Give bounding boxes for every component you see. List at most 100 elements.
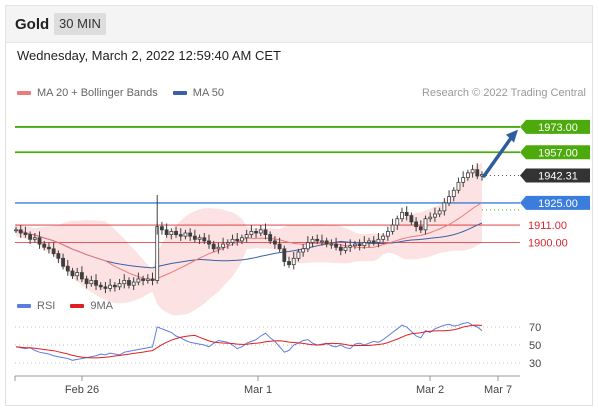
candle-body xyxy=(108,284,113,289)
candle-body xyxy=(254,231,258,234)
candle-body xyxy=(348,245,353,248)
candle-body xyxy=(329,243,334,246)
level-label-1973.00: 1973.00 xyxy=(538,122,578,134)
candle-body xyxy=(230,238,235,243)
candle-body xyxy=(75,272,80,277)
candle-body xyxy=(192,235,197,240)
candle-body xyxy=(414,221,419,228)
candle-body xyxy=(188,232,193,237)
legend-ma20-swatch xyxy=(17,91,31,95)
candle-body xyxy=(287,261,291,266)
level-label-1925.00: 1925.00 xyxy=(538,198,578,210)
legend-rsi: RSI xyxy=(17,300,55,312)
candle-body xyxy=(296,251,301,259)
timeframe-button[interactable]: 30 MIN xyxy=(54,13,106,35)
candle-body xyxy=(470,169,475,174)
candle-body xyxy=(362,242,367,247)
candle-body xyxy=(164,229,169,235)
candle-body xyxy=(28,234,33,240)
candle-body xyxy=(141,278,145,281)
legend-rsi-ma: 9MA xyxy=(70,300,113,312)
candle-body xyxy=(291,257,296,266)
level-label-1900.00: 1900.00 xyxy=(528,238,568,250)
candle-body xyxy=(385,231,390,237)
candle-body xyxy=(343,246,348,251)
legend-ma50: MA 50 xyxy=(172,87,224,99)
candle-body xyxy=(305,242,310,250)
candle-body xyxy=(103,286,108,289)
candle-body xyxy=(70,270,75,277)
candle-body xyxy=(465,172,470,178)
candle-body xyxy=(433,213,437,218)
candle-body xyxy=(272,240,277,245)
candle-body xyxy=(178,234,183,237)
candle-body xyxy=(395,218,400,226)
candle-body xyxy=(404,212,409,216)
candle-body xyxy=(451,189,456,197)
candle-body xyxy=(122,280,127,285)
candle-body xyxy=(18,229,23,234)
legend-rsi-ma-label: 9MA xyxy=(90,300,113,312)
candle-body xyxy=(84,278,89,285)
candle-body xyxy=(381,235,386,240)
x-tick-label: Feb 26 xyxy=(65,384,99,396)
candle-body xyxy=(418,226,423,231)
candle-body xyxy=(310,238,315,243)
candle-body xyxy=(456,181,461,191)
legend-ma50-label: MA 50 xyxy=(192,87,224,99)
legend-rsi-ma-swatch xyxy=(70,304,85,308)
candle-body xyxy=(240,237,244,242)
candle-body xyxy=(338,246,343,251)
candle-body xyxy=(371,240,376,243)
candle-body xyxy=(51,248,56,254)
candle-body xyxy=(56,253,61,259)
candle-body xyxy=(202,237,207,242)
legend-rsi-label: RSI xyxy=(37,300,56,312)
candle-body xyxy=(131,281,136,286)
candle-body xyxy=(145,278,150,281)
candle-body xyxy=(79,272,84,280)
legend-ma20-label: MA 20 + Bollinger Bands xyxy=(37,87,158,99)
candle-body xyxy=(376,238,381,243)
candle-body xyxy=(258,229,263,234)
candle-body xyxy=(225,242,230,245)
candle-body xyxy=(357,243,362,247)
candle-body xyxy=(324,240,329,245)
candle-body xyxy=(112,284,117,288)
candle-body xyxy=(334,243,338,248)
x-tick-label: Mar 1 xyxy=(244,384,272,396)
x-tick-label: Mar 2 xyxy=(416,384,444,396)
level-tag-1973.00 xyxy=(520,119,590,134)
legend-rsi-swatch xyxy=(17,304,31,308)
candle-body xyxy=(263,229,268,235)
legend-ma50-swatch xyxy=(172,91,187,95)
forecast-arrow-shaft xyxy=(482,134,514,178)
candle-body xyxy=(183,232,188,237)
candle-body xyxy=(423,218,428,231)
candle-body xyxy=(197,237,202,240)
level-tag-1925.00 xyxy=(520,195,590,210)
copyright-text: Research © 2022 Trading Central xyxy=(421,87,586,99)
candle-body xyxy=(117,283,122,288)
candle-body xyxy=(150,278,155,281)
candle-body xyxy=(235,238,240,242)
legend-ma20: MA 20 + Bollinger Bands xyxy=(17,87,158,99)
price-legend: MA 20 + Bollinger Bands MA 50 xyxy=(17,87,239,99)
candle-body xyxy=(127,280,131,286)
candle-body xyxy=(32,237,37,240)
rsi-tick-70: 70 xyxy=(529,322,541,334)
candle-body xyxy=(320,240,324,243)
candle-body xyxy=(353,243,357,247)
candle-body xyxy=(428,216,433,220)
candle-body xyxy=(447,196,451,204)
candle-body xyxy=(282,248,287,262)
candle-body xyxy=(98,284,103,288)
current-price-tag xyxy=(520,168,590,183)
candle-body xyxy=(23,232,28,235)
candle-body xyxy=(89,280,94,285)
candle-body xyxy=(65,265,70,272)
candle-body xyxy=(216,246,221,250)
candle-body xyxy=(249,231,254,235)
chart-widget: Gold 30 MIN Wednesday, March 2, 2022 12:… xyxy=(5,5,593,406)
